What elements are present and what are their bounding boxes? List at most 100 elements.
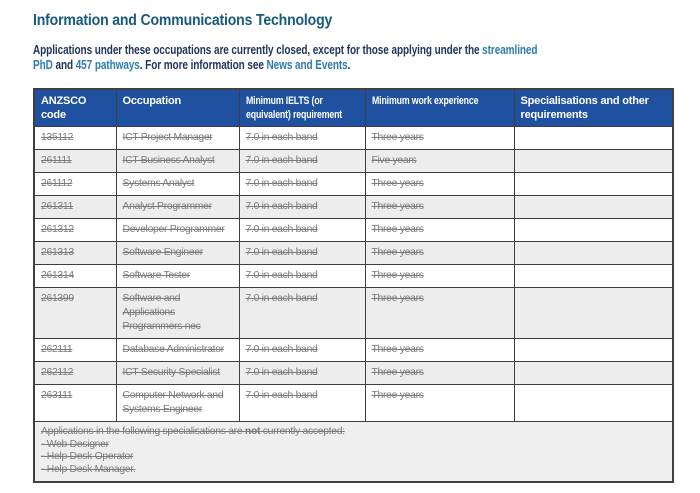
specialisations-cell (513, 264, 674, 288)
ielts-cell: 7.0 in each band (238, 361, 366, 385)
footer-intro-text: Applications in the following specialisa… (41, 426, 245, 437)
anzsco-code-cell: 261312 (33, 218, 117, 242)
work-experience-cell: Three years (364, 338, 515, 362)
ielts-header-label: Minimum IELTS (or equivalent) requiremen… (245, 95, 342, 121)
ielts-cell: 7.0 in each band (238, 384, 366, 422)
occupation-cell: Software Engineer (115, 241, 240, 265)
footer-intro-bold: not (244, 426, 261, 437)
ielts-cell: 7.0 in each band (238, 218, 366, 242)
occupation-cell: Developer Programmer (115, 218, 240, 242)
footer-note: Applications in the following specialisa… (33, 421, 674, 483)
occupation-header-label: Occupation (122, 95, 182, 107)
specialisations-cell (513, 195, 674, 219)
footer-intro-line: Applications in the following specialisa… (41, 426, 666, 439)
table-body: 135112 ICT Project Manager 7.0 in each ban… (33, 126, 674, 422)
table-row: 261311 Analyst Programmer 7.0 in each band… (33, 195, 674, 219)
intro-text-and: and (52, 58, 76, 72)
work-experience-cell: Three years (364, 126, 515, 150)
specialisations-cell (513, 172, 674, 196)
table-row: 262111 Database Administrator 7.0 in each … (33, 338, 674, 362)
occupation-cell: Database Administrator (115, 338, 240, 362)
work-experience-cell: Three years (364, 264, 515, 288)
457-pathways-link[interactable]: 457 pathways (75, 58, 140, 72)
anzsco-code-cell: 261311 (33, 195, 117, 219)
specialisations-cell (513, 338, 674, 362)
ielts-cell: 7.0 in each band (238, 195, 366, 219)
ielts-cell: 7.0 in each band (238, 287, 366, 339)
anzsco-code-cell: 261112 (33, 172, 117, 196)
table-footer-row: Applications in the following specialisa… (33, 421, 674, 483)
work-experience-cell: Three years (364, 241, 515, 265)
streamlined-phd-link-line2[interactable]: PhD (33, 58, 53, 72)
table-row: 261313 Software Engineer 7.0 in each band T… (33, 241, 674, 265)
work-experience-header: Minimum work experience (364, 88, 515, 127)
occupation-cell: ICT Business Analyst (115, 149, 240, 173)
anzsco-code-header-label: ANZSCO code (41, 95, 87, 121)
ielts-cell: 7.0 in each band (238, 126, 366, 150)
page-title: Information and Communications Technolog… (33, 12, 333, 29)
occupation-cell: Systems Analyst (115, 172, 240, 196)
anzsco-code-cell: 261111 (33, 149, 117, 173)
anzsco-code-cell: 262112 (33, 361, 117, 385)
intro-text-block: Applications under these occupations are… (33, 43, 671, 73)
intro-text-before: Applications under these occupations are… (33, 43, 483, 57)
occupations-table: ANZSCO code Occupation Minimum IELTS (or… (33, 88, 674, 483)
intro-paragraph: Applications under these occupations are… (33, 43, 672, 73)
ielts-cell: 7.0 in each band (238, 149, 366, 173)
footer-item-help-desk-manager: - Help Desk Manager. (41, 463, 136, 475)
occupation-cell: Computer Network and Systems Engineer (115, 384, 240, 422)
ielts-cell: 7.0 in each band (238, 338, 366, 362)
streamlined-phd-link[interactable]: streamlined PhD (33, 43, 538, 72)
specialisations-cell (513, 218, 674, 242)
specialisations-header-label: Specialisations and other requirements (520, 95, 649, 121)
streamlined-phd-link-line1[interactable]: streamlined (482, 43, 538, 57)
occupation-cell: Analyst Programmer (115, 195, 240, 219)
ielts-cell: 7.0 in each band (238, 172, 366, 196)
specialisations-cell (513, 241, 674, 265)
occupation-cell: Software Tester (115, 264, 240, 288)
table-row: 261111 ICT Business Analyst 7.0 in each ba… (33, 149, 674, 173)
specialisations-cell (513, 287, 674, 339)
ielts-cell: 7.0 in each band (238, 241, 366, 265)
news-and-events-link[interactable]: News and Events (266, 58, 348, 72)
work-experience-cell: Three years (364, 361, 515, 385)
work-experience-cell: Three years (364, 287, 515, 339)
anzsco-code-cell: 261314 (33, 264, 117, 288)
work-experience-cell: Three years (364, 172, 515, 196)
work-experience-cell: Five years (364, 149, 515, 173)
specialisations-header: Specialisations and other requirements (513, 88, 674, 127)
table-row: 261312 Developer Programmer 7.0 in each ba… (33, 218, 674, 242)
anzsco-code-cell: 261313 (33, 241, 117, 265)
anzsco-code-cell: 262111 (33, 338, 117, 362)
occupation-header: Occupation (115, 88, 240, 127)
occupation-cell: ICT Project Manager (115, 126, 240, 150)
table-row: 263111 Computer Network and Systems Engin… (33, 384, 674, 422)
specialisations-cell (513, 149, 674, 173)
table-row: 261112 Systems Analyst 7.0 in each band Thr… (33, 172, 674, 196)
anzsco-code-cell: 261399 (33, 287, 117, 339)
work-experience-header-label: Minimum work experience (371, 95, 479, 107)
specialisations-cell (513, 126, 674, 150)
footer-item-help-desk-operator: - Help Desk Operator (41, 451, 134, 462)
table-header-row: ANZSCO code Occupation Minimum IELTS (or… (33, 88, 674, 127)
ielts-header: Minimum IELTS (or equivalent) requiremen… (238, 88, 366, 127)
anzsco-code-cell: 263111 (33, 384, 117, 422)
footer-intro-text-end: currently accepted: (260, 426, 345, 437)
footer-item-web-designer: - Web Designer (41, 438, 109, 450)
table-row: 262112 ICT Security Specialist 7.0 in each… (33, 361, 674, 385)
work-experience-cell: Three years (364, 384, 515, 422)
work-experience-cell: Three years (364, 195, 515, 219)
intro-text-end: . (347, 58, 351, 72)
anzsco-code-header: ANZSCO code (33, 88, 117, 127)
ielts-cell: 7.0 in each band (238, 264, 366, 288)
table-row: 135112 ICT Project Manager 7.0 in each ban… (33, 126, 674, 150)
specialisations-cell (513, 384, 674, 422)
work-experience-cell: Three years (364, 218, 515, 242)
occupation-cell: Software and Applications Programmers ne… (115, 287, 240, 339)
table-row: 261314 Software Tester 7.0 in each band Thr… (33, 264, 674, 288)
anzsco-code-cell: 135112 (33, 126, 117, 150)
intro-text-more: . For more information see (139, 58, 267, 72)
specialisations-cell (513, 361, 674, 385)
table-row: 261399 Software and Applications Programm… (33, 287, 674, 339)
